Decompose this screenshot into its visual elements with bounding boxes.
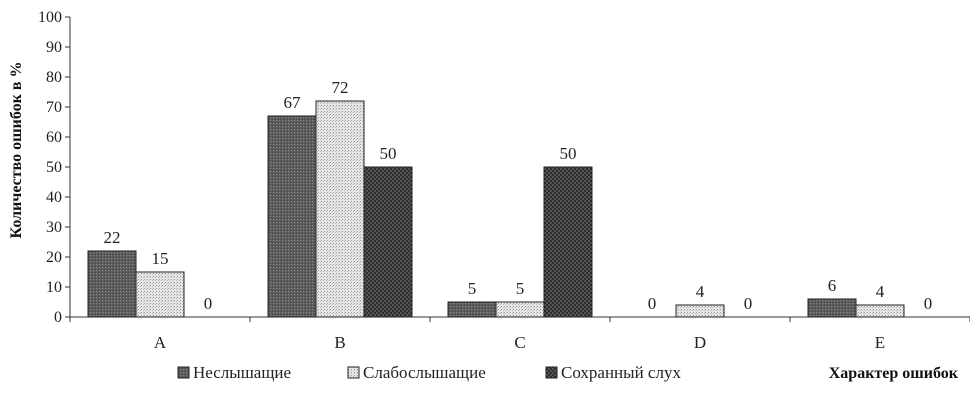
data-label: 4 — [876, 282, 885, 301]
x-tick-label: A — [154, 333, 167, 352]
bar — [495, 301, 545, 318]
data-label: 6 — [828, 276, 837, 295]
bar — [363, 166, 413, 318]
x-axis: A B C D E — [69, 316, 970, 352]
y-tick-label: 70 — [46, 99, 62, 116]
data-label: 0 — [924, 294, 933, 313]
x-tick-label: C — [514, 333, 525, 352]
legend-label: Слабослышащие — [363, 363, 486, 382]
legend-label: Неслышащие — [193, 363, 291, 382]
y-tick-label: 90 — [46, 39, 62, 56]
bar — [135, 271, 185, 318]
y-tick-label: 50 — [46, 159, 62, 176]
y-tick-label: 80 — [46, 69, 62, 86]
data-label: 72 — [332, 78, 349, 97]
data-label: 4 — [696, 282, 705, 301]
y-tick-label: 10 — [46, 279, 62, 296]
x-axis-title: Характер ошибок — [829, 365, 959, 382]
data-label: 22 — [104, 228, 121, 247]
bar — [855, 304, 905, 318]
data-label: 0 — [648, 294, 657, 313]
bar — [87, 250, 137, 318]
legend-label: Сохранный слух — [561, 363, 681, 382]
y-axis: 0 10 20 30 40 50 60 70 80 90 100 — [38, 9, 71, 326]
bar — [315, 100, 365, 318]
y-tick-label: 20 — [46, 249, 62, 266]
bar — [447, 301, 497, 318]
y-tick-label: 0 — [54, 309, 62, 326]
data-label: 5 — [516, 279, 525, 298]
data-label: 5 — [468, 279, 477, 298]
data-label: 0 — [744, 294, 753, 313]
legend-swatch — [347, 366, 360, 379]
data-label: 67 — [284, 93, 302, 112]
data-label: 50 — [380, 144, 397, 163]
y-tick-label: 60 — [46, 129, 62, 146]
y-tick-label: 40 — [46, 189, 62, 206]
data-label: 50 — [560, 144, 577, 163]
bar — [543, 166, 593, 318]
legend: Неслышащие Слабослышащие Сохранный слух — [177, 363, 681, 382]
data-labels-group: 22 15 0 67 72 50 5 5 50 0 4 0 6 4 0 — [104, 78, 933, 313]
bar — [267, 115, 317, 318]
bar — [675, 304, 725, 318]
y-tick-label: 100 — [38, 9, 62, 26]
x-tick-label: B — [334, 333, 345, 352]
x-tick-label: D — [694, 333, 706, 352]
legend-swatch — [177, 366, 190, 379]
bar — [807, 298, 857, 318]
y-tick-label: 30 — [46, 219, 62, 236]
y-axis-title: Количество ошибок в % — [8, 62, 25, 239]
data-label: 0 — [204, 294, 213, 313]
legend-swatch — [545, 366, 558, 379]
bars-group — [87, 100, 905, 318]
data-label: 15 — [152, 249, 169, 268]
x-tick-label: E — [875, 333, 885, 352]
